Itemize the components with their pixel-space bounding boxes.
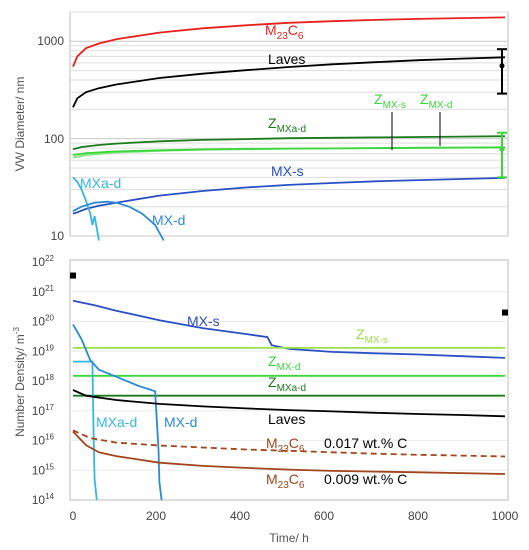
bottom-ytick-label: 1016	[32, 433, 55, 448]
top-label-laves: Laves	[268, 51, 305, 67]
bottom-data-point	[70, 272, 76, 279]
top-y-axis-label: VW Diameter/ nm	[13, 77, 27, 172]
bottom-label-zmxad: ZMXa-d	[268, 374, 306, 394]
bottom-points	[70, 272, 508, 316]
bottom-label-mxd: MX-d	[164, 414, 197, 430]
xtick-0: 0	[70, 509, 77, 523]
bottom-label-laves: Laves	[268, 411, 305, 427]
bottom-ytick-label: 1014	[32, 492, 55, 507]
bottom-series-mxa-d	[73, 360, 98, 501]
top-series-zmx-s	[72, 146, 506, 156]
top-panel: 1000 100 10 VW Diameter/ nm M23C6 Laves …	[13, 11, 509, 243]
bottom-ytick-label: 1019	[32, 343, 55, 358]
bottom-series-m23c6-0-017-wt-c	[72, 429, 506, 458]
top-ytick-100: 100	[44, 132, 64, 146]
xtick-200: 200	[146, 509, 166, 523]
top-error-marker	[499, 146, 505, 152]
top-label-mxad: MXa-d	[80, 175, 121, 191]
bottom-panel: 1014 1015 1016 1017 1018 1019 1020 1021 1022 0 2…	[12, 254, 519, 545]
top-label-m23c6: M23C6	[265, 22, 304, 42]
top-label-zmxd: ZMX-d	[420, 91, 452, 111]
top-error-marker	[499, 63, 505, 69]
bottom-label-mxs: MX-s	[187, 313, 220, 329]
top-label-mxs: MX-s	[271, 163, 304, 179]
bottom-data-point	[502, 309, 508, 316]
bottom-label-m23c6-low-carbon: M23C6	[266, 471, 305, 491]
top-ytick-1000: 1000	[37, 34, 64, 48]
bottom-ytick-label: 1017	[32, 403, 55, 418]
bottom-note-low-carbon: 0.009 wt.% C	[324, 471, 407, 487]
bottom-ytick-label: 1015	[32, 462, 55, 477]
top-error-bars	[497, 48, 507, 179]
top-series-mx-d	[72, 200, 165, 241]
bottom-ytick-label: 1018	[32, 373, 55, 388]
top-label-zmxs: ZMX-s	[374, 91, 406, 111]
bottom-label-mxad: MXa-d	[96, 414, 137, 430]
bottom-label-m23c6-high-carbon: M23C6	[266, 435, 305, 455]
bottom-series-m23c6-0-009-wt-c	[72, 430, 506, 475]
bottom-note-high-carbon: 0.017 wt.% C	[324, 435, 407, 451]
top-series-m23c6	[72, 16, 506, 67]
bottom-series-mx-d	[72, 323, 163, 501]
bottom-plot-frame	[69, 259, 509, 501]
xtick-1000: 1000	[492, 509, 519, 523]
bottom-series-laves	[72, 389, 506, 418]
bottom-ytick-label: 1021	[32, 284, 55, 299]
top-label-zmxad: ZMXa-d	[268, 115, 306, 135]
bottom-ytick-label: 1022	[32, 254, 55, 269]
xtick-600: 600	[314, 509, 334, 523]
xtick-400: 400	[230, 509, 250, 523]
top-series-laves	[72, 56, 506, 108]
bottom-label-zmxs: ZMX-s	[356, 326, 388, 346]
bottom-ytick-label: 1020	[32, 314, 55, 329]
x-axis-label: Time/ h	[269, 531, 309, 545]
bottom-y-ticks: 1014 1015 1016 1017 1018 1019 1020 1021 1022	[32, 254, 55, 507]
xtick-800: 800	[408, 509, 428, 523]
top-label-mxd: MX-d	[152, 212, 185, 228]
bottom-series-mx-s	[72, 299, 506, 359]
top-ytick-10: 10	[51, 229, 65, 243]
bottom-series-group	[72, 299, 506, 501]
bottom-label-zmxd: ZMX-d	[268, 353, 300, 373]
top-series-group	[72, 16, 506, 241]
top-series-zmxa-d	[72, 135, 506, 151]
bottom-y-axis-label: Number Density/ m-3	[12, 327, 27, 437]
top-series-mxa-d	[72, 176, 100, 241]
